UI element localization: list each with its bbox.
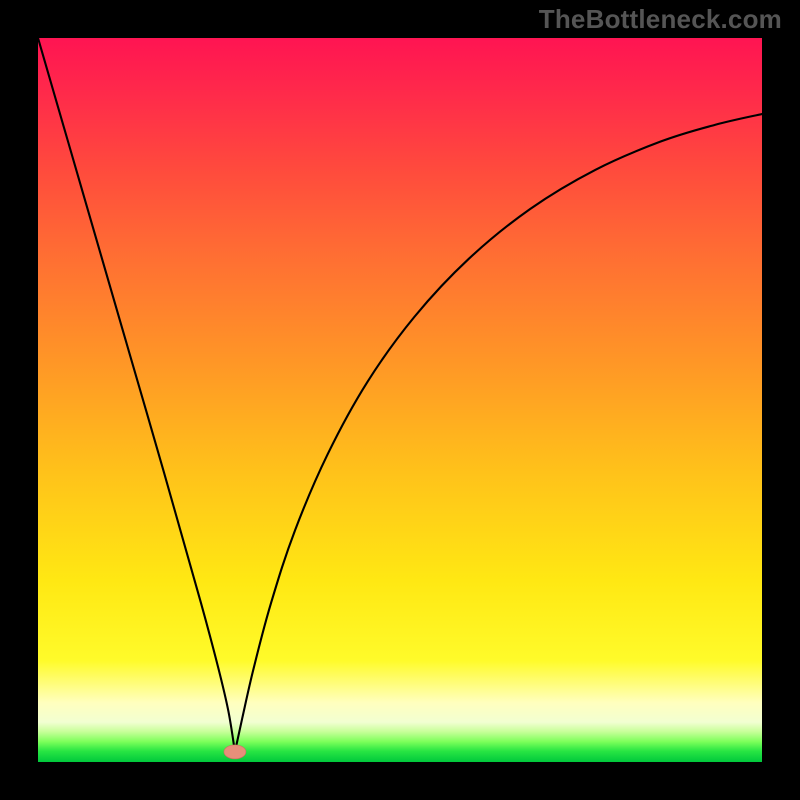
watermark-text: TheBottleneck.com xyxy=(539,4,782,35)
curve-right-branch xyxy=(235,114,762,752)
vertex-marker xyxy=(224,745,246,759)
curve-layer xyxy=(38,38,762,762)
curve-left-branch xyxy=(38,38,235,752)
